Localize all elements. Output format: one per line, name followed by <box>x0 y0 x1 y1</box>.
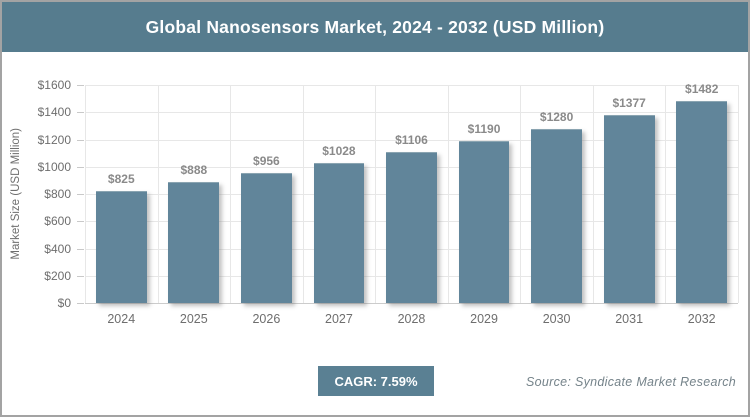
x-axis-label: 2026 <box>252 312 281 326</box>
x-axis-label: 2025 <box>179 312 208 326</box>
y-tick-mark <box>77 303 84 304</box>
bar-value-label: $825 <box>107 171 135 186</box>
chart-title-bar: Global Nanosensors Market, 2024 - 2032 (… <box>2 2 748 52</box>
y-tick-label: $1400 <box>37 105 71 120</box>
h-gridline <box>85 112 738 114</box>
x-axis-label: 2024 <box>107 312 136 326</box>
x-axis-label: 2029 <box>470 312 498 326</box>
bar-slot: $1482 <box>665 82 738 303</box>
y-tick-mark <box>77 194 84 195</box>
y-tick-label: $600 <box>44 214 71 229</box>
bar-value-label: $1280 <box>539 109 574 124</box>
v-gridline <box>230 85 232 303</box>
bar <box>95 190 147 303</box>
bar-value-label: $1106 <box>395 133 428 148</box>
v-gridline <box>447 85 449 303</box>
v-gridline <box>665 85 667 303</box>
bar <box>168 182 220 303</box>
bar-slot: $956 <box>230 85 303 303</box>
bar <box>386 152 437 303</box>
bar <box>676 101 728 303</box>
bar-value-label: $1028 <box>322 143 356 158</box>
x-axis-label: 2032 <box>687 312 716 326</box>
bar-value-label: $888 <box>180 163 208 178</box>
y-tick-label: $200 <box>44 268 71 283</box>
y-axis-ticks: $0 $200 $400 $600 $800 $1000 $1200 $1400 $1600 <box>2 78 85 310</box>
bar-slot: $1377 <box>593 85 666 303</box>
v-gridline <box>520 85 522 303</box>
v-gridline <box>592 85 594 303</box>
v-gridline <box>738 85 739 303</box>
v-gridline <box>157 85 159 303</box>
x-axis-labels: 2024 2025 2026 2027 2028 2029 2030 2031 2032 <box>85 312 738 332</box>
bar-slot: $1028 <box>303 85 376 303</box>
chart-title: Global Nanosensors Market, 2024 - 2032 (… <box>145 16 605 37</box>
bar-value-label: $1482 <box>685 82 719 97</box>
y-tick-label: $1000 <box>37 159 71 174</box>
y-tick-mark <box>77 248 84 250</box>
y-tick-mark <box>77 166 84 168</box>
y-tick-mark <box>77 221 84 223</box>
h-gridline <box>85 85 738 86</box>
bar <box>240 172 292 303</box>
y-tick-label: $800 <box>44 187 71 201</box>
plot-area: $825 $888 $956 $1028 $1106 $1190 $1280 $1377 $14… <box>85 82 739 304</box>
x-axis-label: 2031 <box>615 312 644 326</box>
x-axis-label: 2030 <box>542 312 571 326</box>
bar-slot: $888 <box>158 85 231 303</box>
y-tick-label: $1200 <box>37 132 71 147</box>
bar <box>531 128 582 303</box>
bar-slot: $1280 <box>520 85 593 303</box>
bar <box>313 162 365 303</box>
h-gridline <box>85 303 738 304</box>
y-tick-label: $1600 <box>37 78 71 92</box>
h-gridline <box>85 139 738 141</box>
bar <box>603 115 655 303</box>
bar <box>458 140 510 303</box>
x-axis-label: 2027 <box>325 312 353 326</box>
y-tick-label: $0 <box>57 296 71 310</box>
y-tick-mark <box>77 275 84 277</box>
y-tick-label: $400 <box>44 241 71 256</box>
cagr-label: CAGR: 7.59% <box>334 373 418 389</box>
bar-value-label: $956 <box>253 153 280 168</box>
y-tick-mark <box>77 112 84 114</box>
source-attribution: Source: Syndicate Market Research <box>526 375 736 389</box>
cagr-badge: CAGR: 7.59% <box>318 366 434 396</box>
y-tick-mark <box>77 139 84 141</box>
v-gridline <box>375 85 377 303</box>
v-gridline <box>302 85 304 303</box>
x-axis-label: 2028 <box>397 312 426 326</box>
bar-slot: $1106 <box>375 85 448 303</box>
bar-slot: $1190 <box>448 85 521 303</box>
v-gridline <box>85 85 86 303</box>
y-tick-mark <box>77 85 84 86</box>
bar-value-label: $1190 <box>467 121 501 136</box>
bar-value-label: $1377 <box>612 96 646 111</box>
bar-slot: $825 <box>85 85 158 303</box>
